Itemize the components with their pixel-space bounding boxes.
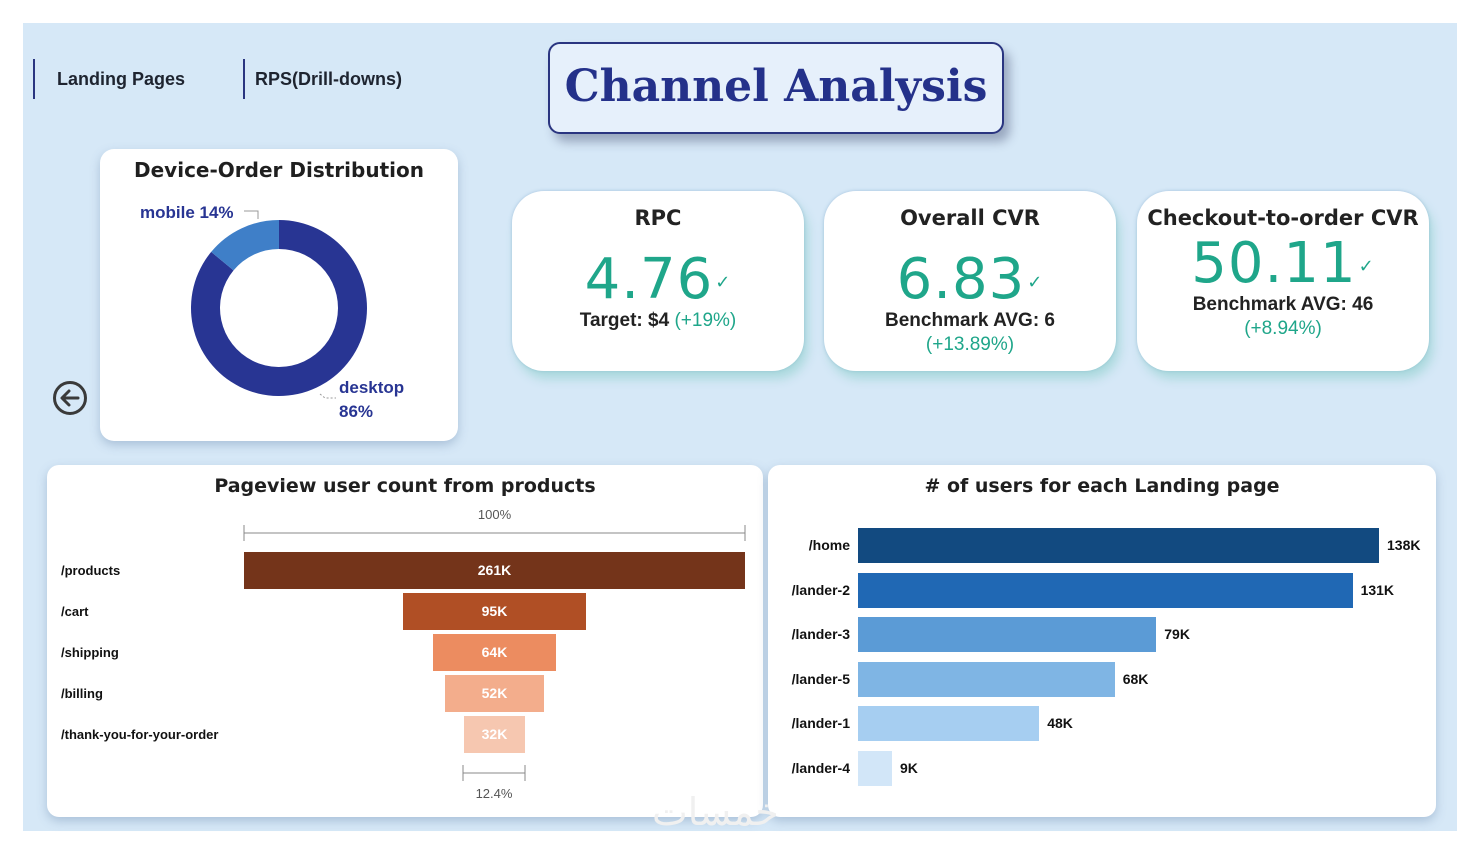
funnel-label: /products [61,563,121,578]
landing-bar-value: 79K [1164,626,1190,643]
funnel-bar: 95K [403,593,586,630]
landing-bar [858,528,1379,563]
donut-slice-mobile [211,220,279,271]
kpi-card-rpc: RPC 4.76 ✓ Target: $4 (+19%) [512,191,804,371]
funnel-title: Pageview user count from products [214,475,596,497]
funnel-bar: 64K [433,634,556,671]
kpi-checkout-benchmark: Benchmark AVG: 46 [1192,294,1374,315]
landing-bar-label: /lander-4 [791,760,850,776]
kpi-checkout-label: Checkout-to-order CVR [1147,206,1419,230]
landing-bar-label: /home [808,537,850,553]
landing-bar [858,572,1353,608]
landing-bar [858,617,1157,653]
donut-chart: mobile 14% desktop 86% [140,203,404,421]
back-arrow-button[interactable] [52,380,88,416]
funnel-guides [243,525,746,781]
kpi-card-checkout-cvr: Checkout-to-order CVR 50.11 ✓ Benchmark A… [1137,191,1429,371]
donut-label-mobile: mobile 14% [140,203,234,222]
landing-bar-label: /lander-1 [791,715,850,732]
watermark-logo: خمسات [652,790,779,834]
kpi-cvr-value: 6.83 ✓ [896,247,1044,312]
donut-title: Device-Order Distribution [134,158,424,182]
landing-bar-label: /lander-5 [791,670,850,687]
page-title: Channel Analysis [548,42,1004,134]
funnel-bar: 261K [244,552,745,589]
funnel-label: /cart [61,604,89,619]
donut-label-desktop-pct: 86% [339,402,373,421]
kpi-checkout-pct: (+8.94%) [1244,318,1322,339]
funnel-bar: 32K [463,716,526,753]
kpi-card-overall-cvr: Overall CVR 6.83 ✓ Benchmark AVG: 6 (+13.… [824,191,1116,371]
landing-bar-label: /lander-2 [791,581,850,598]
check-icon: ✓ [1027,272,1044,294]
landing-bar-value: 138K [1387,537,1421,553]
device-order-card: Device-Order Distribution mobile 14% des… [100,149,458,441]
desktop-leader-line [319,393,336,399]
landing-bar [858,706,1040,742]
nav-tab-landing-pages[interactable]: Landing Pages [33,59,185,99]
funnel-bottom-pct: 12.4% [475,786,513,801]
kpi-cvr-benchmark: Benchmark AVG: 6 [885,310,1055,331]
funnel-bar: 52K [444,675,545,712]
funnel-card: Pageview user count from products 100% 1… [47,465,763,817]
landing-bar-value: 9K [899,760,918,776]
check-icon: ✓ [715,272,732,294]
kpi-rpc-label: RPC [634,206,682,230]
check-icon: ✓ [1358,256,1375,278]
funnel-label: /shipping [61,645,119,660]
funnel-top-pct: 100% [477,507,512,522]
landing-bar-title: # of users for each Landing page [924,475,1280,497]
kpi-checkout-value: 50.11 ✓ [1191,231,1375,296]
donut-slice-desktop [191,220,368,396]
funnel-label: /thank-you-for-your-order [61,727,219,742]
back-arrow-icon [53,381,87,415]
landing-bar [858,661,1115,697]
landing-bar [858,751,892,786]
kpi-rpc-target: Target: $4 (+19%) [579,310,737,331]
kpi-cvr-pct: (+13.89%) [925,334,1015,355]
landing-page-card: # of users for each Landing page /home 13… [768,465,1436,817]
landing-bar-value: 48K [1047,715,1073,732]
donut-label-desktop: desktop [339,378,404,397]
mobile-leader-line [244,210,259,219]
landing-bar-value: 68K [1122,670,1149,687]
nav-tab-rps-drill-downs[interactable]: RPS(Drill-downs) [243,59,402,99]
kpi-cvr-label: Overall CVR [900,206,1040,230]
funnel-label: /billing [61,686,103,701]
landing-bar-label: /lander-3 [791,626,850,643]
kpi-rpc-value: 4.76 ✓ [584,247,732,312]
landing-bar-value: 131K [1360,581,1395,598]
